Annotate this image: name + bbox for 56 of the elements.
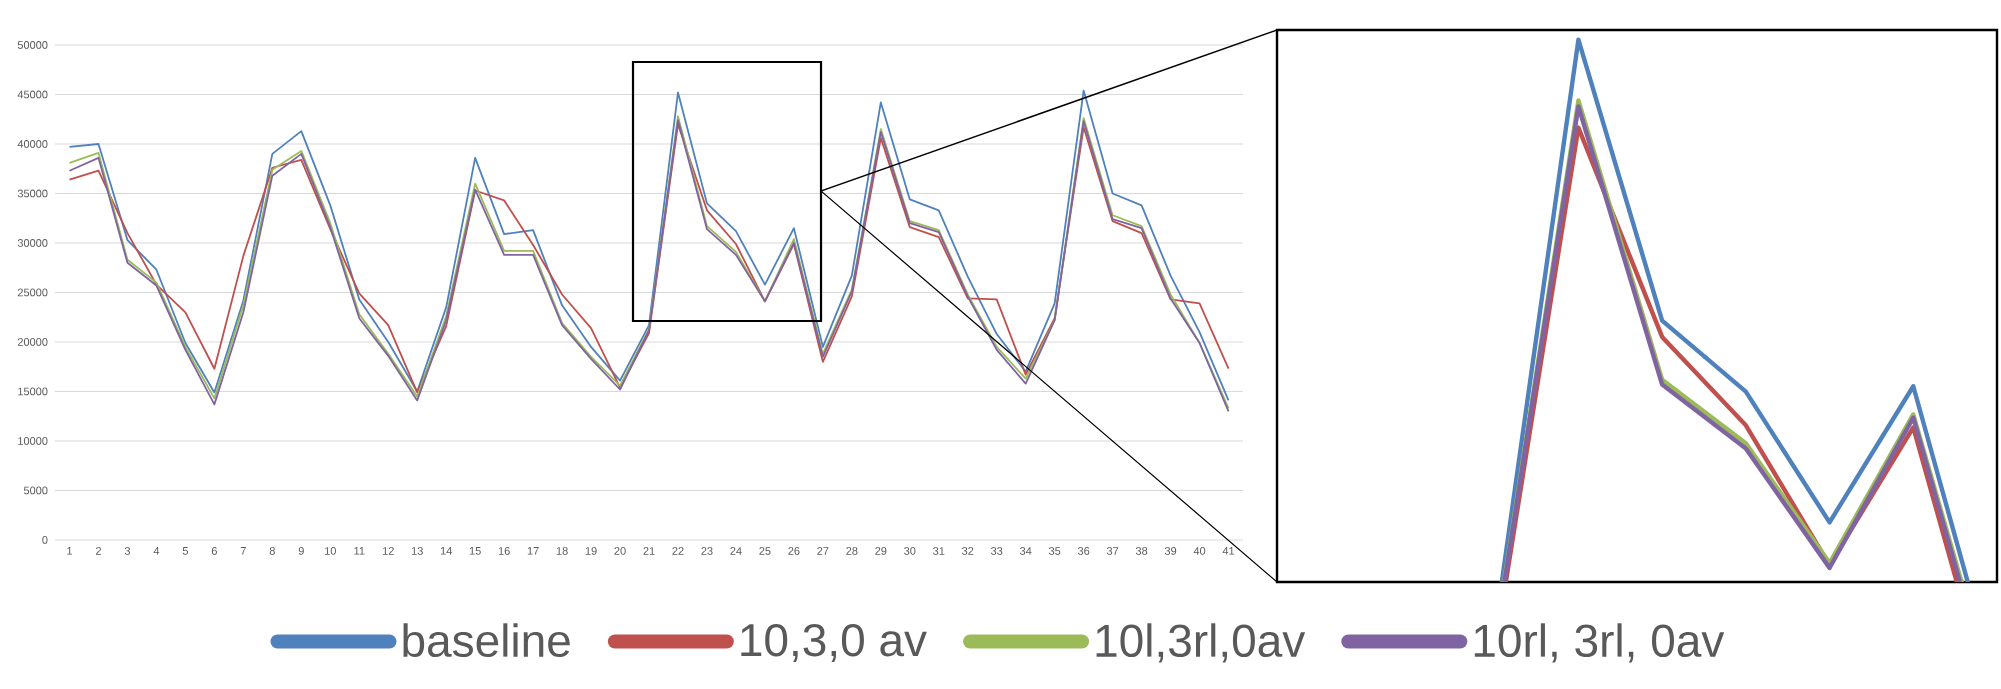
y-tick-label: 50000: [17, 41, 48, 49]
x-tick-label: 19: [585, 547, 597, 555]
x-tick-label: 37: [1106, 547, 1119, 555]
x-tick-label: 25: [759, 547, 771, 555]
x-tick-label: 22: [672, 547, 684, 555]
x-tick-label: 24: [730, 547, 742, 555]
x-tick-label: 26: [788, 547, 800, 555]
legend-label: 10,3,0 av: [741, 623, 927, 662]
y-tick-label: 25000: [17, 288, 48, 297]
x-tick-label: 35: [1048, 547, 1061, 555]
x-tick-label: 17: [527, 547, 539, 555]
x-tick-label: 11: [354, 547, 365, 555]
x-tick-label: 12: [382, 547, 394, 555]
x-tick-label: 27: [817, 547, 829, 555]
legend-label: 10l,3rl,0av: [1096, 623, 1306, 663]
x-tick-label: 23: [701, 547, 713, 555]
x-tick-label: 33: [991, 547, 1003, 555]
y-tick-label: 35000: [17, 189, 48, 198]
x-tick-label: 28: [846, 547, 858, 555]
x-tick-label: 3: [124, 547, 131, 555]
x-tick-label: 15: [469, 547, 481, 555]
x-tick-label: 41: [1222, 547, 1235, 555]
x-tick-label: 14: [440, 547, 452, 555]
x-tick-label: 7: [240, 547, 246, 555]
x-tick-label: 9: [298, 547, 304, 555]
x-tick-label: 31: [933, 547, 945, 555]
x-tick-label: 30: [904, 547, 916, 555]
x-tick-label: 1: [67, 547, 73, 555]
y-tick-label: 0: [42, 536, 48, 544]
x-tick-label: 8: [269, 547, 275, 555]
x-tick-label: 6: [211, 547, 217, 555]
x-tick-label: 13: [411, 547, 423, 555]
y-tick-label: 15000: [18, 387, 48, 396]
x-tick-label: 20: [614, 547, 626, 555]
x-tick-label: 16: [498, 547, 510, 555]
x-tick-label: 34: [1019, 547, 1032, 555]
x-tick-label: 29: [875, 547, 887, 555]
x-tick-label: 18: [556, 547, 568, 555]
x-tick-label: 4: [153, 547, 160, 555]
y-tick-label: 5000: [23, 486, 48, 495]
x-tick-label: 40: [1193, 547, 1206, 555]
x-tick-label: 21: [643, 547, 655, 555]
legend-label: 10rl, 3rl, 0av: [1474, 623, 1725, 663]
x-tick-label: 32: [962, 547, 974, 555]
x-tick-label: 2: [95, 547, 101, 555]
x-tick-label: 36: [1077, 547, 1090, 555]
y-tick-label: 40000: [17, 140, 48, 148]
y-tick-label: 30000: [17, 239, 48, 247]
x-tick-label: 10: [325, 547, 336, 555]
x-tick-label: 38: [1135, 547, 1148, 555]
legend-label: baseline: [403, 623, 570, 658]
y-tick-label: 45000: [17, 90, 48, 99]
x-tick-label: 5: [182, 547, 188, 555]
y-tick-label: 20000: [17, 338, 48, 346]
x-tick-label: 39: [1164, 547, 1177, 555]
y-tick-label: 10000: [18, 437, 48, 445]
